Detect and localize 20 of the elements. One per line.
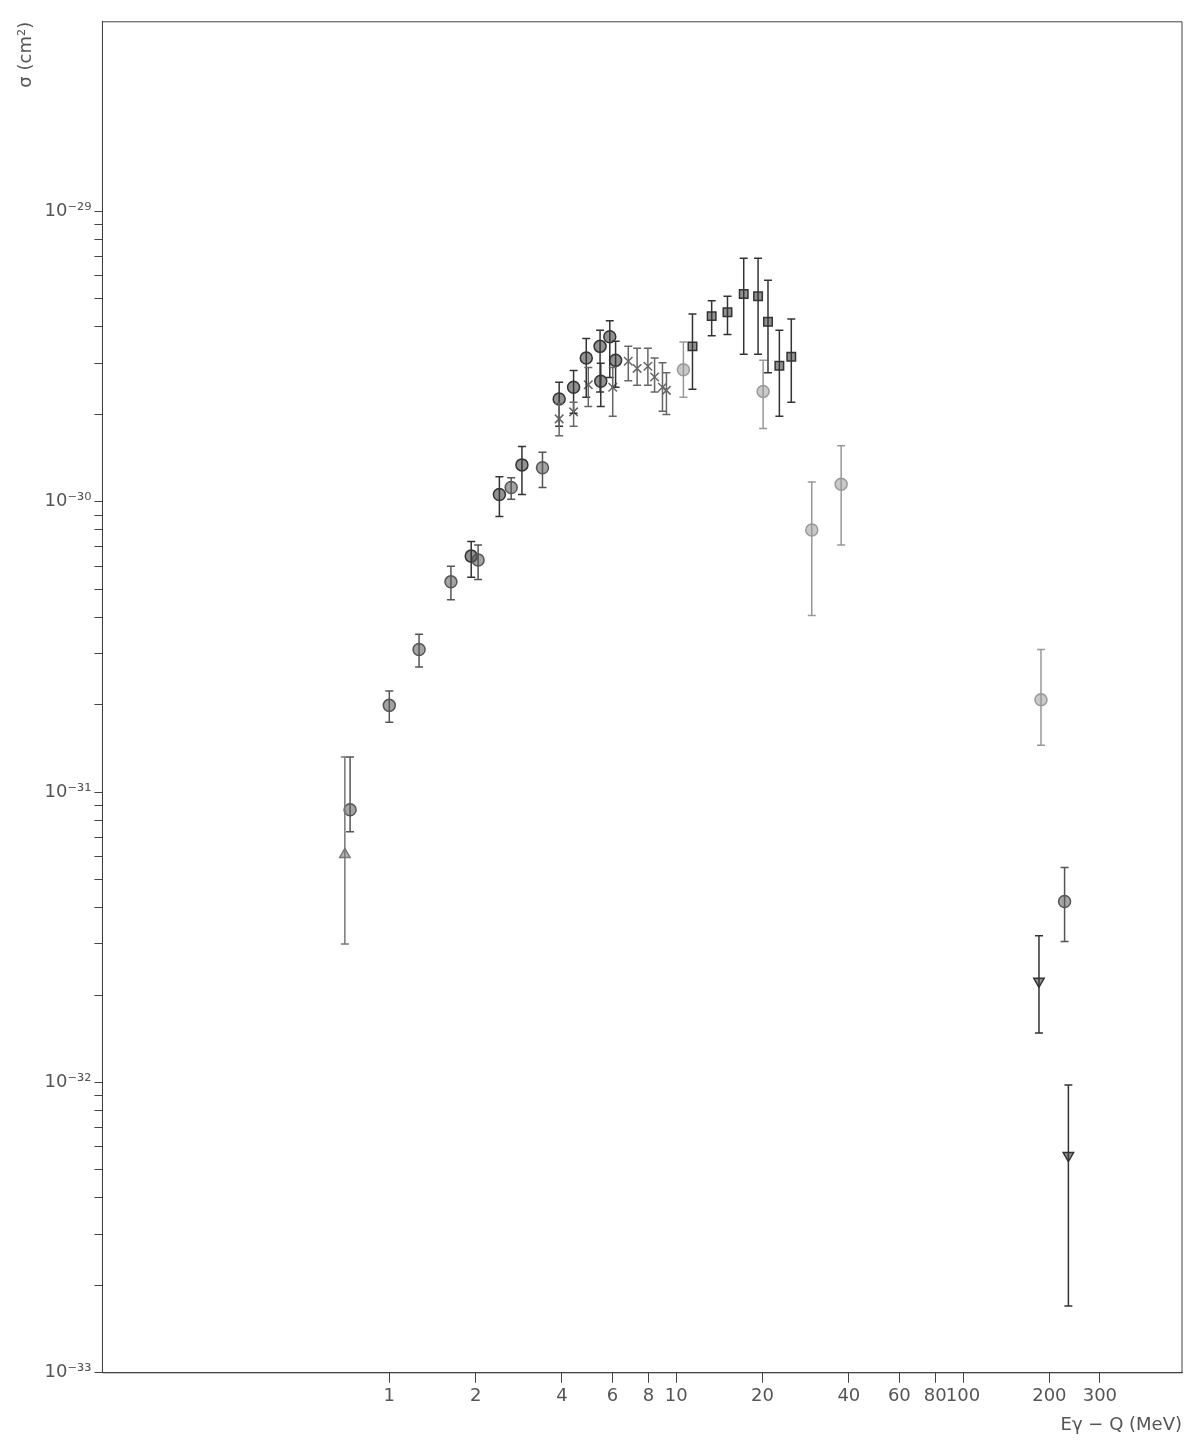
x-tick-label: 10 xyxy=(664,1384,688,1406)
x-axis-title: Eγ − Q (MeV) xyxy=(1060,1412,1182,1434)
x-tick-label: 300 xyxy=(1082,1384,1118,1406)
x-tick-label: 2 xyxy=(469,1384,482,1406)
y-axis-title: σ (cm²) xyxy=(14,21,36,88)
x-tick-label: 4 xyxy=(556,1384,568,1406)
x-tick-label: 40 xyxy=(837,1384,861,1406)
x-tick-label: 20 xyxy=(751,1384,774,1406)
y-tick-label: 10⁻³⁰ xyxy=(44,489,92,511)
y-tick-label: 10⁻³² xyxy=(44,1070,92,1092)
x-tick-label: 8 xyxy=(642,1384,655,1406)
x-tick-label: 80 xyxy=(923,1384,947,1406)
x-tick-label: 1 xyxy=(383,1384,396,1406)
y-tick-label: 10⁻³³ xyxy=(44,1360,92,1382)
x-tick-label: 100 xyxy=(945,1384,981,1406)
x-tick-label: 60 xyxy=(887,1384,911,1406)
x-tick-label: 6 xyxy=(606,1384,619,1406)
y-tick-label: 10⁻³¹ xyxy=(44,779,92,801)
y-tick-label: 10⁻²⁹ xyxy=(44,199,92,221)
x-tick-label: 200 xyxy=(1032,1384,1067,1406)
